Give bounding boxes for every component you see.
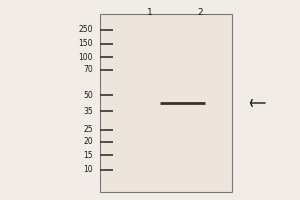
Text: 70: 70 bbox=[83, 66, 93, 74]
Text: 2: 2 bbox=[197, 8, 203, 17]
Text: 25: 25 bbox=[83, 126, 93, 134]
Text: 20: 20 bbox=[83, 138, 93, 146]
Text: 100: 100 bbox=[79, 52, 93, 62]
Text: 250: 250 bbox=[79, 25, 93, 34]
Text: 35: 35 bbox=[83, 106, 93, 116]
Text: 10: 10 bbox=[83, 166, 93, 174]
Bar bbox=[100, 14, 232, 192]
Text: 150: 150 bbox=[79, 40, 93, 48]
Text: 1: 1 bbox=[147, 8, 153, 17]
Text: 15: 15 bbox=[83, 150, 93, 160]
Text: 50: 50 bbox=[83, 90, 93, 99]
